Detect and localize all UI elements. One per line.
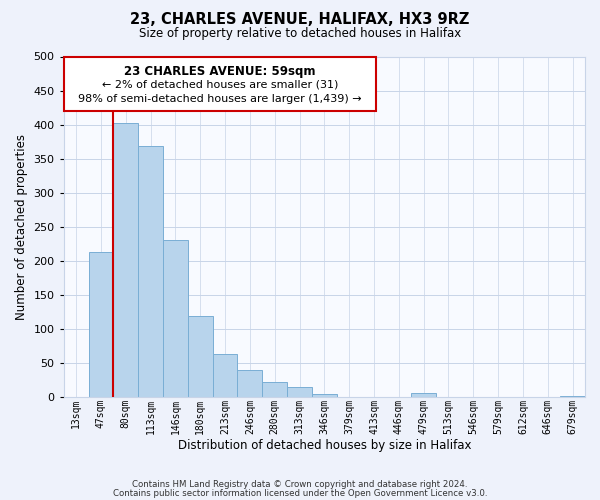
Bar: [560, 396, 585, 398]
Y-axis label: Number of detached properties: Number of detached properties: [15, 134, 28, 320]
Bar: [212, 354, 238, 398]
Text: Size of property relative to detached houses in Halifax: Size of property relative to detached ho…: [139, 28, 461, 40]
Text: 98% of semi-detached houses are larger (1,439) →: 98% of semi-detached houses are larger (…: [78, 94, 362, 104]
Text: 23 CHARLES AVENUE: 59sqm: 23 CHARLES AVENUE: 59sqm: [124, 65, 316, 78]
FancyBboxPatch shape: [64, 56, 376, 111]
Bar: [287, 387, 312, 398]
Text: Contains public sector information licensed under the Open Government Licence v3: Contains public sector information licen…: [113, 489, 487, 498]
Bar: [238, 370, 262, 398]
Bar: [113, 122, 138, 398]
Bar: [188, 316, 212, 398]
Bar: [138, 146, 163, 398]
Text: ← 2% of detached houses are smaller (31): ← 2% of detached houses are smaller (31): [102, 80, 338, 90]
Bar: [262, 382, 287, 398]
Text: Contains HM Land Registry data © Crown copyright and database right 2024.: Contains HM Land Registry data © Crown c…: [132, 480, 468, 489]
Text: 23, CHARLES AVENUE, HALIFAX, HX3 9RZ: 23, CHARLES AVENUE, HALIFAX, HX3 9RZ: [130, 12, 470, 28]
Bar: [163, 240, 188, 398]
Bar: [411, 392, 436, 398]
X-axis label: Distribution of detached houses by size in Halifax: Distribution of detached houses by size …: [178, 440, 471, 452]
Bar: [312, 394, 337, 398]
Bar: [89, 252, 113, 398]
